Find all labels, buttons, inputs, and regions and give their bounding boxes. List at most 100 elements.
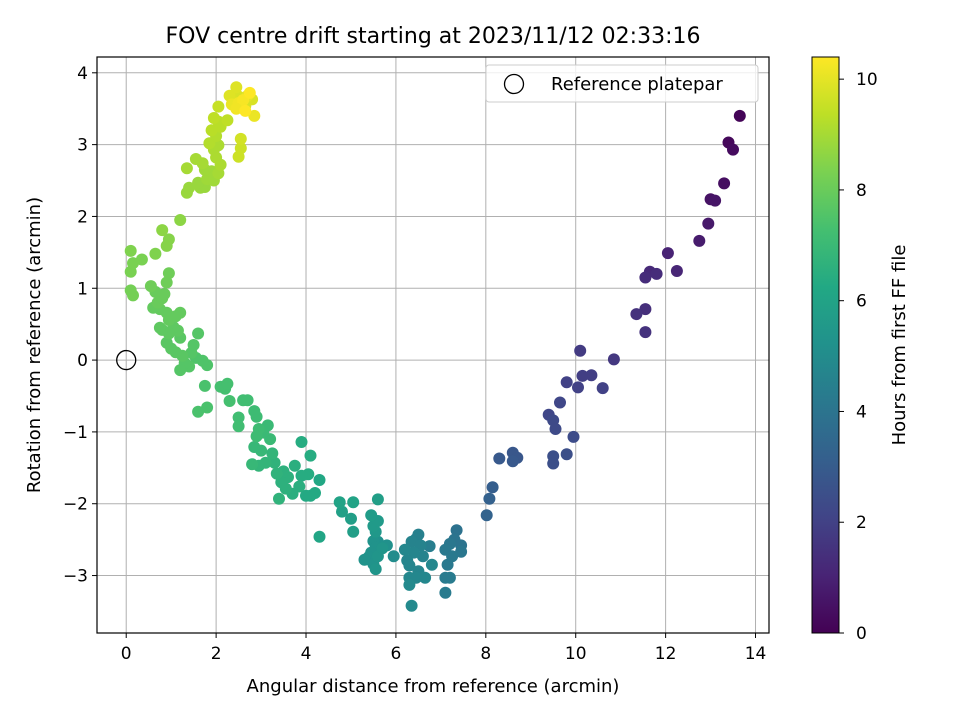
data-point [560,376,573,389]
data-point [304,449,317,462]
reference-platepar-marker [116,349,137,371]
data-point [333,496,346,509]
x-tick-label: 8 [480,644,491,664]
data-point [387,550,400,563]
data-point [560,448,573,461]
data-point [187,339,200,351]
data-point [198,379,211,392]
data-point [506,455,519,468]
data-point [234,132,247,145]
data-point [153,321,166,334]
data-point [733,109,746,122]
colorbar-tick-label: 0 [856,624,867,644]
data-point [162,267,175,280]
x-tick-label: 0 [121,644,132,664]
data-point [661,247,674,260]
x-ticks: 0 2 4 6 8 10 12 14 [121,633,767,664]
data-point [232,420,245,433]
data-point [189,153,202,165]
x-tick-label: 14 [745,644,767,664]
data-point [450,524,463,537]
x-tick-label: 2 [211,644,222,664]
data-point [693,234,706,247]
x-axis-label: Angular distance from reference (arcmin) [247,676,620,697]
colorbar-tick-label: 10 [856,70,878,90]
colorbar-ticks: 0 2 4 6 8 10 [839,70,878,644]
data-point [250,430,263,443]
y-tick-label: 1 [77,279,88,299]
data-point [201,401,214,414]
data-point [230,102,243,115]
data-point [221,114,234,127]
data-point [365,509,378,522]
data-point [727,143,739,156]
data-point [309,487,321,499]
data-point [585,369,598,382]
data-point [221,377,234,390]
data-point [135,253,148,266]
data-point [639,326,652,339]
data-point [639,303,652,316]
x-tick-label: 10 [565,644,587,664]
data-point [419,571,432,584]
data-point [248,405,261,418]
data-point [439,586,452,599]
data-point [547,457,560,470]
data-point [230,81,243,94]
data-point [347,496,360,509]
data-point [718,177,731,190]
data-point [192,176,205,189]
data-point [405,599,418,612]
data-point [486,481,499,494]
data-point [162,233,175,246]
data-point [246,458,259,471]
data-point [425,558,438,571]
data-point [405,535,418,548]
data-point [180,162,193,175]
data-point [574,344,587,357]
data-point [670,265,683,277]
data-point [596,382,609,395]
data-point [347,525,360,538]
data-point [232,411,245,424]
data-point [300,489,312,502]
data-point [288,459,301,472]
data-point [398,543,411,556]
data-point [630,308,643,321]
colorbar-tick-label: 6 [856,292,867,312]
data-point [158,288,171,300]
data-point [650,267,663,280]
data-point [241,394,254,407]
data-point [212,100,225,113]
data-point [439,571,452,584]
data-point [607,353,620,366]
data-point [336,505,348,518]
colorbar-gradient [811,56,840,634]
data-point [192,327,205,340]
colorbar-label: Hours from first FF file [889,245,910,446]
data-point [455,545,468,558]
data-point [639,271,652,284]
data-point [243,86,256,99]
data-point [174,214,187,226]
data-point [160,336,173,349]
x-tick-label: 6 [391,644,402,664]
x-tick-label: 4 [301,644,312,664]
data-point [313,474,326,486]
colorbar: 0 2 4 6 8 10 Hours from first FF file [811,56,910,644]
data-point [234,142,247,155]
data-point [261,419,274,432]
data-point [493,452,506,465]
data-point [205,124,218,137]
x-tick-label: 12 [655,644,677,664]
data-point [295,469,308,482]
data-point [567,430,580,443]
data-point [248,109,261,122]
data-points [124,81,746,612]
plot-frame [96,56,770,634]
data-point [403,559,416,572]
data-point [174,306,187,319]
legend-box [485,64,759,103]
data-point [223,395,236,407]
